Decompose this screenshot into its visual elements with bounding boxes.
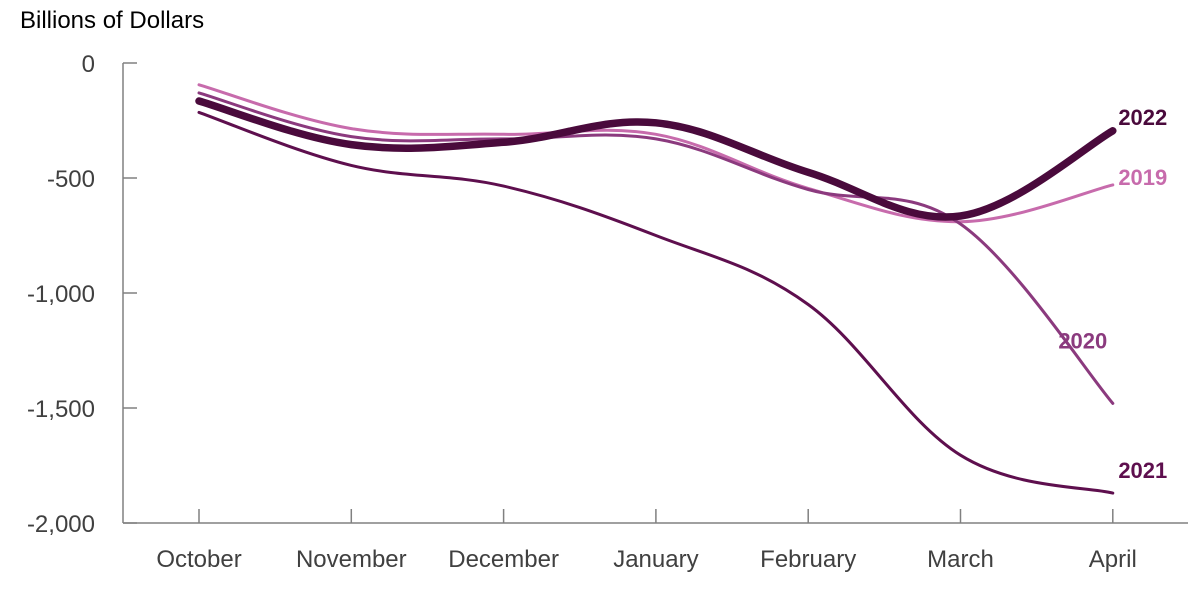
series-labels: 2019 2020 2021 2022 — [1058, 105, 1167, 483]
y-tick-label: -1,000 — [27, 281, 95, 308]
x-axis-ticks: October November December January February Ma… — [156, 509, 1137, 573]
x-tick-label: November — [296, 546, 407, 573]
series-label-2021: 2021 — [1118, 458, 1167, 483]
series-line-2022 — [195, 97, 1117, 221]
x-tick-label: January — [613, 546, 698, 573]
x-tick-label: February — [760, 546, 856, 573]
x-tick-label: March — [927, 546, 994, 573]
y-tick-label: -2,000 — [27, 511, 95, 538]
y-tick-label: 0 — [82, 51, 95, 78]
series-lines — [195, 83, 1117, 495]
y-tick-label: -500 — [47, 166, 95, 193]
series-label-2020: 2020 — [1058, 328, 1107, 353]
series-line-2020 — [197, 91, 1115, 405]
x-tick-label: April — [1089, 546, 1137, 573]
series-label-2019: 2019 — [1118, 165, 1167, 190]
series-line-2019 — [197, 83, 1115, 224]
x-tick-label: December — [448, 546, 559, 573]
y-axis-ticks: 0 -500 -1,000 -1,500 -2,000 — [27, 51, 137, 538]
x-tick-label: October — [156, 546, 241, 573]
series-line-2021 — [197, 110, 1115, 495]
series-label-2022: 2022 — [1118, 105, 1167, 130]
y-axis-title: Billions of Dollars — [20, 7, 204, 34]
y-tick-label: -1,500 — [27, 396, 95, 423]
